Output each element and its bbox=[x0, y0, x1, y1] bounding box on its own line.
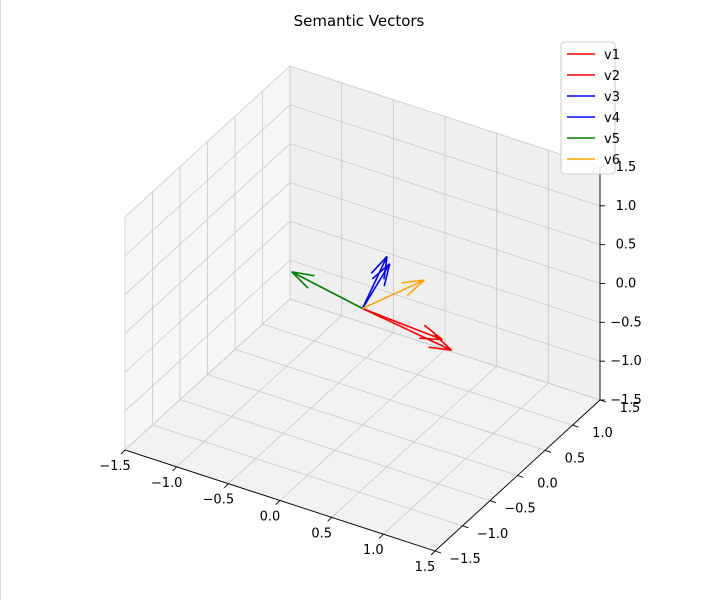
legend-label: v6 bbox=[604, 153, 620, 168]
y-tick-label: 1.5 bbox=[620, 401, 641, 416]
vector-v2 bbox=[362, 307, 443, 341]
arrowhead-left bbox=[428, 346, 452, 352]
x-tick bbox=[430, 550, 436, 556]
vector-shaft bbox=[362, 307, 443, 341]
x-tick-label: −1.5 bbox=[99, 459, 131, 474]
y-tick bbox=[489, 500, 497, 504]
x-tick-label: 0.0 bbox=[260, 510, 281, 525]
vector-v6 bbox=[362, 279, 425, 310]
z-tick-label: −1.5 bbox=[610, 393, 642, 408]
x-tick bbox=[379, 533, 384, 539]
y-tick-label: 0.0 bbox=[537, 477, 558, 492]
y-tick bbox=[517, 475, 524, 478]
y-tick-label: −1.5 bbox=[449, 552, 481, 567]
arrowhead-left bbox=[291, 271, 315, 277]
z-tick-label: 1.0 bbox=[616, 199, 637, 214]
x-tick bbox=[172, 466, 177, 472]
legend-item-v4: v4 bbox=[567, 111, 620, 126]
arrowhead-left bbox=[419, 337, 443, 341]
z-tick-label: −0.5 bbox=[610, 315, 642, 330]
arrowhead-right bbox=[291, 271, 309, 289]
y-tick-label: −1.0 bbox=[477, 527, 509, 542]
y-tick bbox=[462, 525, 469, 529]
grid-line-left-z bbox=[124, 65, 291, 218]
y-tick-label: 1.0 bbox=[592, 426, 613, 441]
x-tick bbox=[275, 500, 281, 505]
grid-line-back-z bbox=[289, 104, 601, 207]
z-tick-label: 0.5 bbox=[616, 238, 637, 253]
vector-shaft bbox=[361, 263, 391, 309]
legend-item-v2: v2 bbox=[567, 69, 620, 84]
vector-shaft bbox=[362, 279, 425, 310]
grid-line-back-z bbox=[289, 65, 601, 168]
arrowhead-left bbox=[383, 263, 391, 287]
y-tick bbox=[544, 449, 552, 453]
vector-shaft bbox=[362, 307, 452, 351]
z-tick-label: 1.5 bbox=[616, 160, 637, 175]
legend-item-v1: v1 bbox=[567, 48, 620, 63]
vectors bbox=[291, 255, 453, 352]
grid-line-left-z bbox=[124, 104, 291, 257]
legend: v1 v2 v3 v4 v5 v6 bbox=[560, 41, 620, 175]
y-tick-label: 0.5 bbox=[565, 451, 586, 466]
vector-shaft bbox=[291, 271, 363, 310]
legend-label: v4 bbox=[604, 111, 620, 126]
vector-v5 bbox=[291, 271, 363, 310]
y-tick bbox=[599, 399, 607, 403]
vector-shaft bbox=[361, 256, 388, 309]
arrowhead-left bbox=[406, 279, 425, 297]
x-tick-label: −0.5 bbox=[203, 493, 235, 508]
arrowhead-right bbox=[370, 255, 388, 274]
legend-label: v3 bbox=[604, 90, 620, 105]
x-tick bbox=[120, 449, 126, 455]
x-tick-label: 1.0 bbox=[363, 543, 384, 558]
legend-label: v5 bbox=[604, 132, 620, 147]
y-tick bbox=[572, 424, 579, 428]
y-tick bbox=[434, 550, 442, 554]
chart-title: Semantic Vectors bbox=[294, 12, 425, 30]
x-tick-label: 1.5 bbox=[415, 560, 436, 575]
legend-label: v1 bbox=[604, 48, 620, 63]
arrowhead-right bbox=[423, 324, 443, 341]
x-tick bbox=[327, 517, 332, 522]
z-tick-label: −1.0 bbox=[610, 354, 642, 369]
grid-lines bbox=[124, 65, 601, 552]
legend-label: v2 bbox=[604, 69, 620, 84]
legend-item-v3: v3 bbox=[567, 90, 620, 105]
vector-v4 bbox=[361, 263, 391, 309]
x-tick-label: −1.0 bbox=[151, 476, 183, 491]
legend-item-v6: v6 bbox=[567, 153, 620, 168]
arrowhead-right bbox=[401, 279, 425, 284]
arrowhead-right bbox=[371, 263, 391, 280]
legend-item-v5: v5 bbox=[567, 132, 620, 147]
tick-marks: −1.5−1.5−1.5−1.0−1.0−1.0−0.5−0.5−0.50.00… bbox=[99, 160, 642, 575]
grid-line-floor-y bbox=[262, 323, 573, 426]
x-tick bbox=[224, 483, 229, 488]
x-tick-label: 0.5 bbox=[311, 526, 332, 541]
y-tick-label: −0.5 bbox=[504, 502, 536, 517]
z-tick-label: 0.0 bbox=[616, 277, 637, 292]
